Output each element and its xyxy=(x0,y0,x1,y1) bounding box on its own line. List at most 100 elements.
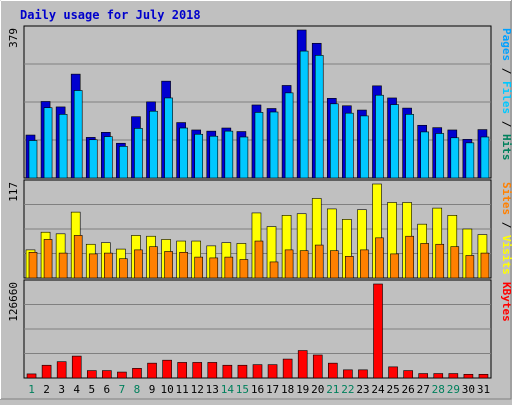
x-tick-label: 17 xyxy=(266,383,279,396)
x-tick-label: 23 xyxy=(356,383,369,396)
bar-files xyxy=(28,140,38,179)
x-tick-label: 14 xyxy=(221,383,235,396)
bar-files xyxy=(329,103,339,179)
bar-files xyxy=(224,130,234,179)
legend-kbytes: KBytes xyxy=(500,282,512,322)
bar-visits xyxy=(119,258,128,279)
bar-visits xyxy=(375,237,384,279)
x-tick-label: 26 xyxy=(402,383,415,396)
legend-separator: / xyxy=(500,61,512,81)
bar-kbytes xyxy=(71,355,82,379)
bar-visits xyxy=(405,235,414,279)
bar-files xyxy=(119,146,128,179)
bar-visits xyxy=(58,252,68,279)
bar-visits xyxy=(179,251,188,279)
bar-files xyxy=(179,127,188,179)
bar-visits xyxy=(88,253,98,279)
bar-visits xyxy=(43,239,53,279)
bar-visits xyxy=(299,250,309,279)
bar-kbytes xyxy=(26,373,37,379)
y-max-label-kbytes: 126660 xyxy=(7,282,20,322)
bar-visits xyxy=(254,240,264,279)
bar-kbytes xyxy=(418,373,429,379)
x-tick-label: 4 xyxy=(73,383,80,396)
x-tick-label: 21 xyxy=(326,383,339,396)
bar-kbytes xyxy=(478,373,489,379)
bar-kbytes xyxy=(86,370,97,379)
bar-kbytes xyxy=(388,366,398,379)
legend-entry: KBytes xyxy=(500,282,512,322)
bar-kbytes xyxy=(41,364,52,379)
bar-kbytes xyxy=(237,364,248,379)
bar-visits xyxy=(360,249,369,279)
bar-files xyxy=(299,50,309,179)
x-tick-label: 3 xyxy=(58,383,65,396)
bar-visits xyxy=(164,251,173,279)
bar-files xyxy=(284,92,294,179)
x-tick-label: 1 xyxy=(28,383,35,396)
bar-files xyxy=(164,97,173,179)
bar-visits xyxy=(345,256,354,279)
x-tick-label: 24 xyxy=(371,383,385,396)
bar-kbytes xyxy=(56,361,67,379)
bar-visits xyxy=(194,256,204,279)
bar-kbytes xyxy=(328,362,338,379)
bar-visits xyxy=(73,235,83,279)
x-tick-label: 18 xyxy=(281,383,294,396)
bar-kbytes xyxy=(403,370,413,379)
bar-kbytes xyxy=(312,354,323,379)
bar-files xyxy=(209,135,219,179)
bar-files xyxy=(149,110,158,179)
bar-visits xyxy=(329,250,339,279)
x-tick-label: 19 xyxy=(296,383,309,396)
bar-kbytes xyxy=(147,362,157,379)
bar-visits xyxy=(465,255,475,279)
bar-kbytes xyxy=(463,373,474,379)
bar-kbytes xyxy=(132,368,142,379)
bar-files xyxy=(420,131,429,179)
bar-visits xyxy=(209,257,219,279)
legend-separator: / xyxy=(500,215,512,235)
bar-kbytes xyxy=(282,358,293,379)
bar-visits xyxy=(224,256,234,279)
bar-visits xyxy=(390,253,399,279)
bar-kbytes xyxy=(448,373,459,379)
bar-kbytes xyxy=(117,371,127,379)
bar-kbytes xyxy=(162,359,172,379)
bar-kbytes xyxy=(267,364,278,379)
x-tick-label: 16 xyxy=(251,383,264,396)
bar-files xyxy=(58,114,68,179)
x-tick-label: 22 xyxy=(341,383,354,396)
legend-entry: Pages xyxy=(500,28,512,61)
y-max-label-hits: 379 xyxy=(7,28,20,48)
bar-files xyxy=(104,136,113,179)
bar-files xyxy=(73,90,83,179)
bar-files xyxy=(269,111,279,179)
bar-files xyxy=(314,55,324,179)
bar-files xyxy=(390,104,399,179)
x-tick-label: 7 xyxy=(119,383,126,396)
x-tick-label: 2 xyxy=(43,383,50,396)
bar-files xyxy=(480,136,490,179)
bar-visits xyxy=(269,261,279,279)
bar-kbytes xyxy=(343,369,353,379)
bar-files xyxy=(88,139,98,179)
bar-kbytes xyxy=(207,362,218,379)
legend-hits: Pages / Files / Hits xyxy=(500,28,512,161)
x-tick-label: 25 xyxy=(386,383,399,396)
x-tick-label: 28 xyxy=(432,383,445,396)
bar-kbytes xyxy=(192,362,203,379)
bar-kbytes xyxy=(297,350,308,379)
bar-files xyxy=(360,115,369,179)
bar-files xyxy=(43,107,53,179)
bar-files xyxy=(134,128,143,179)
bar-files xyxy=(435,133,445,179)
x-tick-label: 11 xyxy=(176,383,189,396)
x-tick-label: 10 xyxy=(160,383,173,396)
bar-kbytes xyxy=(177,362,187,379)
bar-visits xyxy=(450,246,460,279)
x-tick-label: 12 xyxy=(191,383,204,396)
bar-visits xyxy=(149,246,158,279)
legend-entry: Sites xyxy=(500,182,512,215)
bar-kbytes xyxy=(373,283,383,379)
